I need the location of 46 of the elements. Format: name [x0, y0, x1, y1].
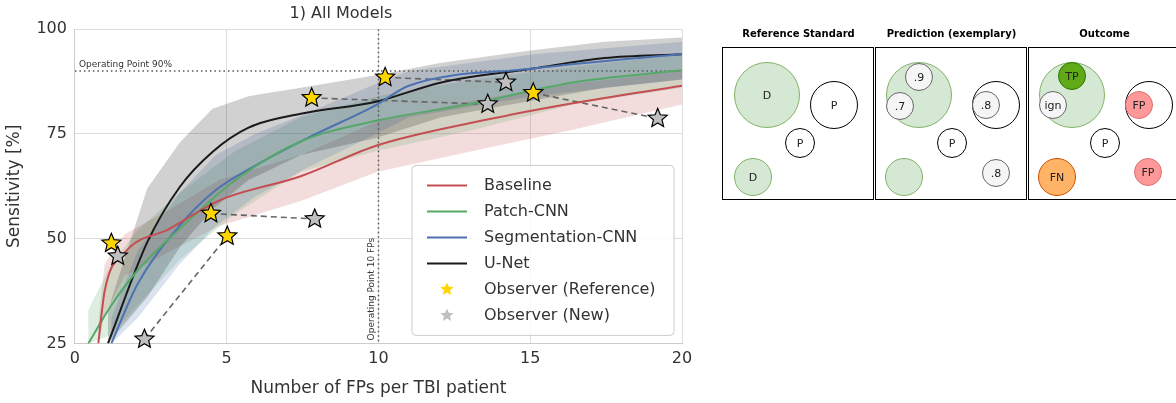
- circle-icon: .8: [972, 91, 1000, 119]
- ref-line-label: Operating Point 90%: [78, 58, 173, 69]
- point: [301, 87, 322, 107]
- text: Prediction (exemplary): [885, 28, 1018, 39]
- y-axis-title: Sensitivity [%]: [2, 124, 23, 248]
- circle-icon: D: [734, 62, 800, 128]
- point: [217, 225, 238, 245]
- ref-line-label: Operating Point 10 FPs: [366, 237, 377, 341]
- point: [134, 328, 155, 348]
- legend-label: Patch-CNN: [484, 200, 569, 220]
- legend-label: Observer (New): [484, 304, 610, 324]
- point: [647, 107, 668, 128]
- y-tick-label: 50: [46, 227, 67, 247]
- point: [200, 202, 222, 223]
- legend-label: Baseline: [484, 174, 552, 194]
- circle-icon: P: [937, 128, 967, 158]
- point: [477, 93, 498, 113]
- circle-icon: FP: [1134, 158, 1162, 186]
- x-tick-label: 20: [671, 348, 693, 368]
- point: [107, 245, 128, 265]
- x-tick-label: 10: [368, 348, 389, 368]
- point: [304, 208, 325, 228]
- circle-icon: FN: [1038, 158, 1076, 196]
- point: [375, 66, 396, 87]
- circle-icon: FP: [1125, 91, 1153, 119]
- legend-label: Observer (Reference): [484, 278, 656, 298]
- point: [523, 82, 544, 102]
- circle-icon: .8: [982, 159, 1010, 187]
- circle-icon: P: [1090, 128, 1120, 158]
- legend-label: U-Net: [484, 252, 530, 272]
- y-tick-label: 75: [46, 123, 67, 143]
- x-tick-label: 15: [520, 348, 541, 368]
- circle-icon: P: [785, 128, 815, 158]
- text: Outcome: [1078, 28, 1131, 39]
- point: [495, 71, 517, 92]
- text: Reference Standard: [741, 28, 856, 39]
- point: [101, 232, 122, 252]
- y-tick-label: 100: [36, 18, 67, 38]
- x-tick-label: 5: [221, 348, 232, 368]
- y-tick-label: 25: [46, 332, 67, 352]
- legend-label: Segmentation-CNN: [484, 226, 638, 246]
- circle-icon: P: [810, 81, 858, 129]
- x-axis-title: Number of FPs per TBI patient: [250, 377, 507, 398]
- x-tick-label: 0: [69, 348, 81, 368]
- circle-icon: D: [734, 158, 772, 196]
- chart-title: 1) All Models: [289, 2, 393, 22]
